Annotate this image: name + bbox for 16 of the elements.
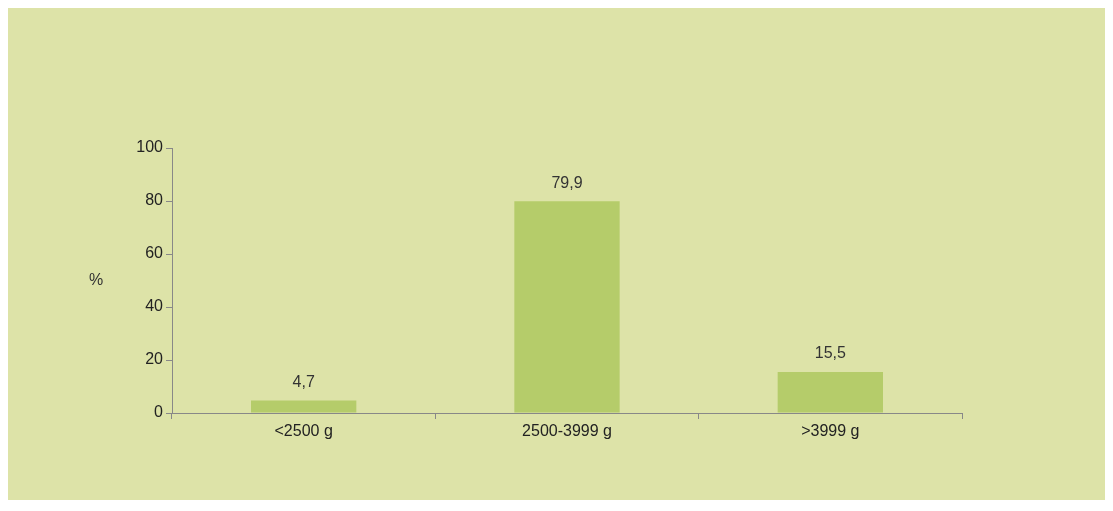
bar [251,400,357,413]
y-tick-label: 40 [145,297,164,315]
x-tick-label: 2500-3999 g [522,422,612,440]
y-tick-label: 80 [145,191,164,209]
x-tick-label: <2500 g [274,422,333,440]
x-tick-label: >3999 g [801,422,860,440]
y-tick-label: 100 [136,138,164,156]
y-tick-label: 60 [145,244,164,262]
bar [514,201,620,413]
data-label: 4,7 [292,372,315,390]
bar [777,371,883,413]
y-tick-label: 20 [145,350,164,368]
data-label: 15,5 [814,344,847,362]
data-label: 79,9 [551,173,583,191]
y-tick-label: 0 [154,403,164,421]
y-axis-title: % [88,270,104,288]
